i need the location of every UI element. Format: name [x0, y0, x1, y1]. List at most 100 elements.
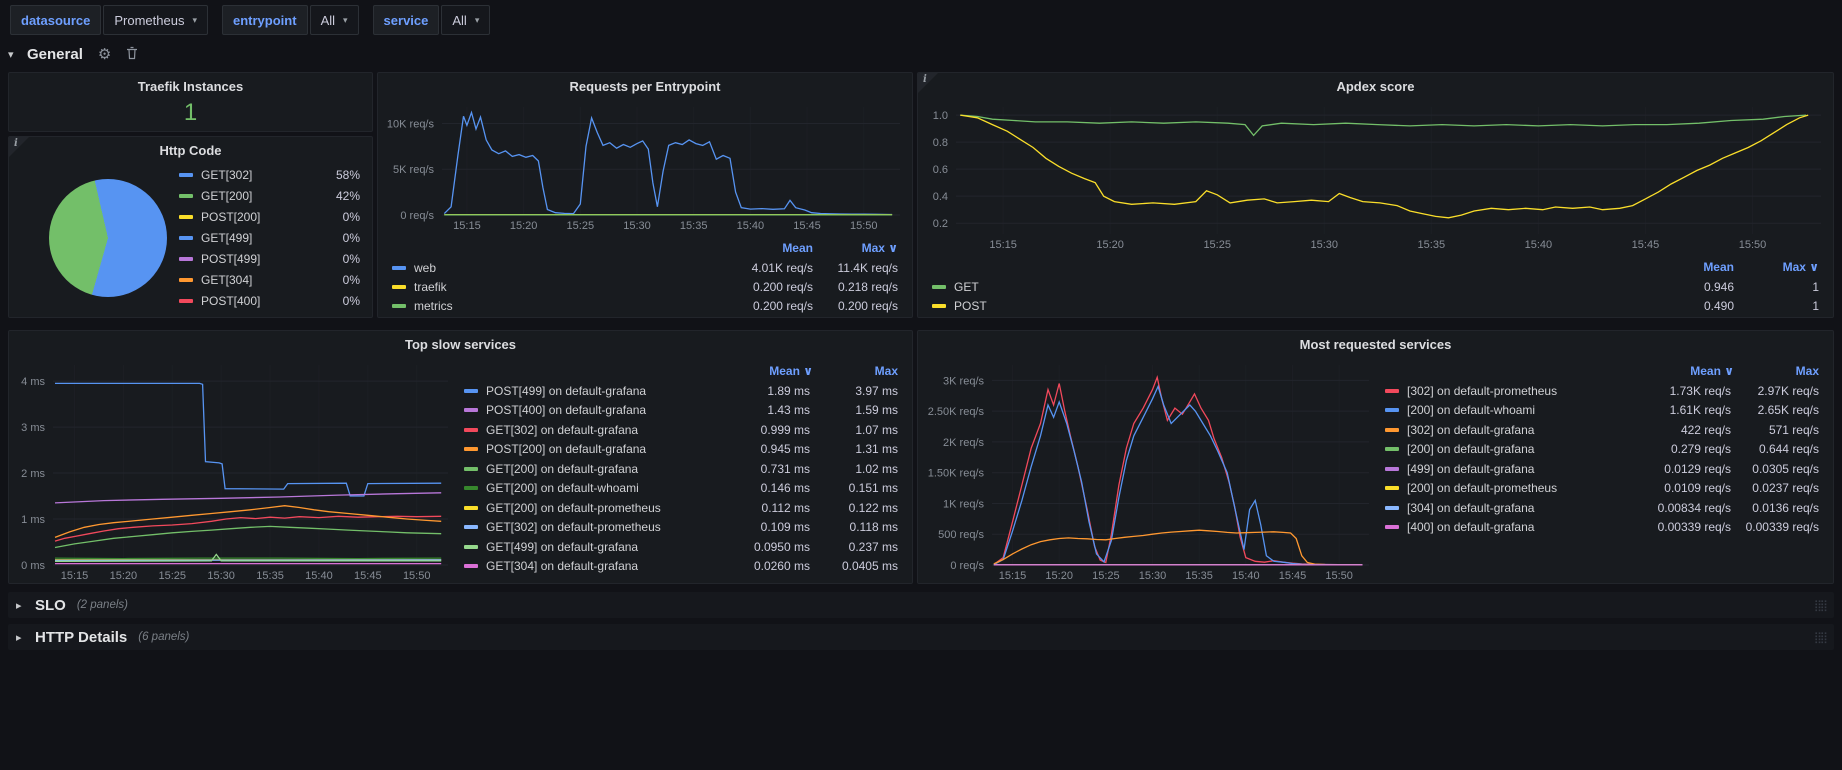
series-name[interactable]: [200] on default-grafana: [1407, 442, 1535, 457]
most-requested-chart[interactable]: 0 req/s 500 req/s 1K req/s 1.50K req/s 2K re…: [918, 357, 1381, 583]
series-name[interactable]: [302] on default-grafana: [1407, 422, 1535, 437]
series-name[interactable]: [200] on default-whoami: [1407, 403, 1536, 418]
legend-row[interactable]: [302] on default-prometheus 1.73K req/s 2.…: [1385, 381, 1819, 401]
legend-row[interactable]: GET[304] 0%: [179, 270, 360, 289]
legend-row[interactable]: POST[200] 0%: [179, 207, 360, 226]
legend-row[interactable]: POST[499] 0%: [179, 249, 360, 268]
row-header-general[interactable]: ▾ General ⚙: [8, 42, 138, 66]
row-title[interactable]: HTTP Details: [35, 628, 128, 646]
legend-row[interactable]: POST[400] 0%: [179, 291, 360, 310]
series-name[interactable]: POST[200]: [201, 209, 261, 224]
legend-row[interactable]: [200] on default-prometheus 0.0109 req/s 0…: [1385, 479, 1819, 499]
variable-label-service[interactable]: service: [372, 5, 440, 35]
legend-sort-mean[interactable]: Mean: [1703, 260, 1734, 274]
legend-row[interactable]: GET[200] on default-prometheus 0.112 ms 0.…: [464, 498, 898, 518]
legend-row[interactable]: GET 0.946 1: [932, 277, 1819, 296]
variable-value-service[interactable]: All ▾: [441, 5, 491, 35]
series-name[interactable]: POST[499]: [201, 251, 261, 266]
series-name[interactable]: GET[200] on default-whoami: [486, 481, 639, 496]
legend-row[interactable]: [400] on default-grafana 0.00339 req/s 0.0…: [1385, 518, 1819, 538]
trash-icon[interactable]: [126, 46, 138, 63]
series-name[interactable]: GET[499] on default-grafana: [486, 539, 639, 554]
panel-title[interactable]: Most requested services: [1299, 336, 1452, 352]
panel-title[interactable]: Requests per Entrypoint: [569, 78, 721, 94]
apdex-chart[interactable]: 0.2 0.4 0.6 0.8 1.0 15:15 15:20 15:25 15:30 15:35…: [918, 99, 1833, 257]
drag-handle-icon[interactable]: ⣿⣿: [1813, 599, 1828, 612]
series-name[interactable]: [499] on default-grafana: [1407, 461, 1535, 476]
legend-row[interactable]: GET[302] on default-grafana 0.999 ms 1.07 …: [464, 420, 898, 440]
legend-row[interactable]: GET[302] on default-prometheus 0.109 ms 0.…: [464, 518, 898, 538]
legend-row[interactable]: GET[200] on default-whoami 0.146 ms 0.151 …: [464, 479, 898, 499]
series-name[interactable]: GET[304] on default-grafana: [486, 559, 639, 574]
legend-row[interactable]: GET[302] 58%: [179, 165, 360, 184]
variable-label-entrypoint[interactable]: entrypoint: [222, 5, 308, 35]
variable-value-datasource[interactable]: Prometheus ▾: [103, 5, 208, 35]
panel-title[interactable]: Apdex score: [1336, 78, 1415, 94]
series-name[interactable]: GET[302]: [201, 167, 253, 182]
panel-title[interactable]: Traefik Instances: [137, 78, 244, 94]
series-name[interactable]: GET[304]: [201, 272, 253, 287]
panel-info-corner[interactable]: [9, 137, 29, 157]
series-max: 1: [1812, 279, 1819, 294]
legend-sort-max[interactable]: Max ∨: [1782, 260, 1819, 274]
legend-row[interactable]: GET[499] on default-grafana 0.0950 ms 0.23…: [464, 537, 898, 557]
legend-row[interactable]: GET[499] 0%: [179, 228, 360, 247]
panel-title[interactable]: Top slow services: [404, 336, 517, 352]
legend-row[interactable]: metrics 0.200 req/s 0.200 req/s: [392, 296, 898, 315]
series-name[interactable]: GET[200]: [201, 188, 253, 203]
series-name[interactable]: GET[302] on default-grafana: [486, 422, 639, 437]
http-code-pie-chart[interactable]: [49, 178, 167, 297]
row-title[interactable]: SLO: [35, 596, 66, 614]
requests-chart[interactable]: 0 req/s 5K req/s 10K req/s 15:15 15:20 15:25 1…: [378, 99, 912, 238]
variable-label-datasource[interactable]: datasource: [10, 5, 102, 35]
series-name[interactable]: [200] on default-prometheus: [1407, 481, 1558, 496]
row-title[interactable]: General: [27, 45, 83, 63]
panel-title[interactable]: Http Code: [159, 142, 222, 158]
row-header-slo[interactable]: ▸ SLO (2 panels) ⣿⣿: [8, 592, 1834, 618]
series-name[interactable]: POST[400] on default-grafana: [486, 403, 647, 418]
legend-row[interactable]: [200] on default-grafana 0.279 req/s 0.644…: [1385, 440, 1819, 460]
series-name[interactable]: GET: [954, 279, 979, 294]
drag-handle-icon[interactable]: ⣿⣿: [1813, 631, 1828, 644]
legend-row[interactable]: [499] on default-grafana 0.0129 req/s 0.03…: [1385, 459, 1819, 479]
series-name[interactable]: [400] on default-grafana: [1407, 520, 1535, 535]
legend-sort-mean[interactable]: Mean ∨: [1690, 364, 1734, 378]
legend-row[interactable]: POST[499] on default-grafana 1.89 ms 3.97 …: [464, 381, 898, 401]
gear-icon[interactable]: ⚙: [97, 45, 112, 63]
series-name[interactable]: POST: [954, 298, 987, 313]
series-name[interactable]: GET[200] on default-grafana: [486, 461, 639, 476]
variable-service: service All ▾: [372, 5, 491, 35]
panel-info-corner[interactable]: [918, 73, 938, 93]
series-name[interactable]: metrics: [414, 298, 453, 313]
series-name[interactable]: GET[302] on default-prometheus: [486, 520, 661, 535]
series-name[interactable]: [302] on default-prometheus: [1407, 383, 1558, 398]
legend-sort-max[interactable]: Max ∨: [861, 241, 898, 255]
legend-sort-mean[interactable]: Mean ∨: [769, 364, 813, 378]
legend-row[interactable]: traefik 0.200 req/s 0.218 req/s: [392, 277, 898, 296]
series-name[interactable]: GET[499]: [201, 230, 253, 245]
legend-sort-max[interactable]: Max: [874, 364, 898, 378]
legend-row[interactable]: [302] on default-grafana 422 req/s 571 req…: [1385, 420, 1819, 440]
legend-row[interactable]: [304] on default-grafana 0.00834 req/s 0.0…: [1385, 498, 1819, 518]
series-name[interactable]: [304] on default-grafana: [1407, 500, 1535, 515]
series-name[interactable]: POST[200] on default-grafana: [486, 442, 647, 457]
legend-row[interactable]: web 4.01K req/s 11.4K req/s: [392, 258, 898, 277]
series-name[interactable]: traefik: [414, 279, 447, 294]
legend-row[interactable]: GET[200] 42%: [179, 186, 360, 205]
row-header-http-details[interactable]: ▸ HTTP Details (6 panels) ⣿⣿: [8, 624, 1834, 650]
legend-sort-max[interactable]: Max: [1795, 364, 1819, 378]
legend-row[interactable]: GET[304] on default-grafana 0.0260 ms 0.04…: [464, 557, 898, 577]
legend-row[interactable]: POST 0.490 1: [932, 296, 1819, 315]
variable-value-entrypoint[interactable]: All ▾: [309, 5, 359, 35]
row-panel-count: (6 panels): [138, 631, 190, 643]
legend-row[interactable]: POST[200] on default-grafana 0.945 ms 1.31…: [464, 440, 898, 460]
legend-sort-mean[interactable]: Mean: [782, 241, 813, 255]
series-name[interactable]: POST[499] on default-grafana: [486, 383, 647, 398]
legend-row[interactable]: POST[400] on default-grafana 1.43 ms 1.59 …: [464, 401, 898, 421]
legend-row[interactable]: GET[200] on default-grafana 0.731 ms 1.02 …: [464, 459, 898, 479]
legend-row[interactable]: [200] on default-whoami 1.61K req/s 2.65K …: [1385, 401, 1819, 421]
series-name[interactable]: GET[200] on default-prometheus: [486, 500, 661, 515]
top-slow-chart[interactable]: 0 ms 1 ms 2 ms 3 ms 4 ms 15:15 15:20 15:25 15:30…: [9, 357, 460, 583]
series-name[interactable]: web: [414, 260, 437, 275]
series-name[interactable]: POST[400]: [201, 293, 261, 308]
